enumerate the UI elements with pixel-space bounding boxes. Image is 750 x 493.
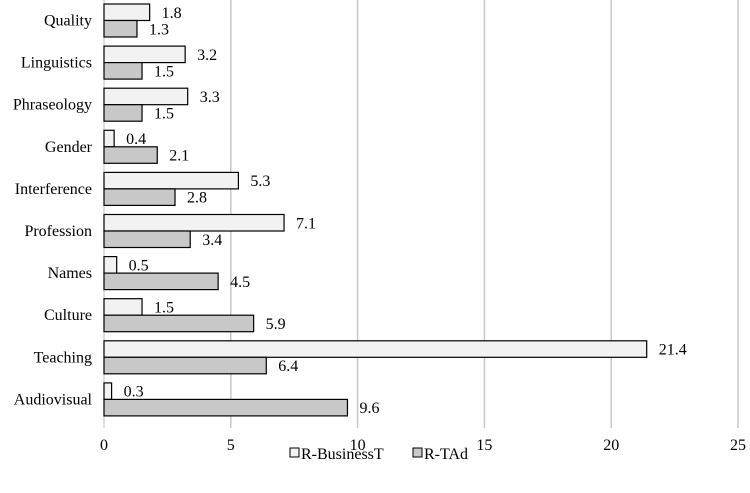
x-tick-label: 0 xyxy=(100,437,108,454)
category-label: Names xyxy=(48,265,92,282)
data-label: 0.3 xyxy=(124,384,144,401)
x-tick-label: 5 xyxy=(227,437,235,454)
category-label: Audiovisual xyxy=(14,391,93,408)
data-label: 6.4 xyxy=(278,358,298,375)
bar-series-1 xyxy=(103,87,189,106)
bar-series-1 xyxy=(103,3,151,22)
data-label: 0.5 xyxy=(129,257,149,274)
data-label: 7.1 xyxy=(296,215,316,232)
x-axis-ticks: 0 5 10 15 20 25 xyxy=(100,437,746,454)
legend-swatch-series-2 xyxy=(412,447,423,458)
bar-series-1 xyxy=(103,129,115,148)
bar-series-2 xyxy=(103,230,191,249)
bar-series-2 xyxy=(103,272,219,291)
bar-series-2 xyxy=(103,356,267,375)
data-label: 2.1 xyxy=(169,148,189,165)
bar-series-1 xyxy=(103,382,113,400)
bar-series-2 xyxy=(103,19,138,38)
legend-label-series-2: R-TAd xyxy=(424,446,468,463)
data-label: 5.9 xyxy=(266,316,286,333)
data-label: 9.6 xyxy=(359,400,379,417)
bars xyxy=(103,3,648,417)
data-label: 1.3 xyxy=(149,21,169,38)
bar-series-2 xyxy=(103,61,143,80)
data-label: 3.4 xyxy=(202,232,222,249)
category-labels: Quality Linguistics Phraseology Gender Inter… xyxy=(13,13,93,409)
bar-series-2 xyxy=(103,398,349,417)
x-tick-label: 10 xyxy=(350,437,366,454)
bar-series-2 xyxy=(103,314,255,333)
x-tick-label: 15 xyxy=(476,437,492,454)
category-label: Teaching xyxy=(34,349,92,366)
legend-swatch-series-1 xyxy=(289,447,300,458)
bar-series-1 xyxy=(103,45,186,64)
category-label: Phraseology xyxy=(13,97,92,114)
x-tick-label: 20 xyxy=(603,437,619,454)
bar-series-2 xyxy=(103,146,158,164)
category-label: Gender xyxy=(45,139,93,156)
data-label: 2.8 xyxy=(187,190,207,207)
data-labels: 1.81.3 3.2 1.5 3.3 1.5 0.4 2.1 5.3 2.8 7.1 3.4 0.5 4… xyxy=(124,5,687,417)
bar-series-1 xyxy=(103,298,143,316)
x-tick-label: 25 xyxy=(730,437,746,454)
data-label: 1.5 xyxy=(154,299,174,316)
data-label: 1.5 xyxy=(154,63,174,80)
bar-series-1 xyxy=(103,340,648,358)
data-label: 0.4 xyxy=(126,131,146,148)
category-label: Profession xyxy=(24,223,92,240)
category-label: Interference xyxy=(15,181,92,198)
bar-series-2 xyxy=(103,104,143,122)
bar-series-2 xyxy=(103,188,176,206)
data-label: 1.8 xyxy=(162,5,182,22)
category-label: Culture xyxy=(44,307,92,324)
bar-series-1 xyxy=(103,213,285,232)
legend: R-BusinessT R-TAd xyxy=(289,446,468,463)
bar-series-1 xyxy=(103,256,118,274)
data-label: 4.5 xyxy=(230,274,250,291)
data-label: 3.3 xyxy=(200,89,220,106)
data-label: 3.2 xyxy=(197,47,217,64)
data-label: 1.5 xyxy=(154,105,174,122)
data-label: 5.3 xyxy=(250,173,270,190)
legend-label-series-1: R-BusinessT xyxy=(301,446,384,463)
bar-series-1 xyxy=(103,171,240,190)
data-label: 21.4 xyxy=(659,342,687,359)
category-label: Quality xyxy=(44,13,92,30)
category-label: Linguistics xyxy=(21,55,92,72)
